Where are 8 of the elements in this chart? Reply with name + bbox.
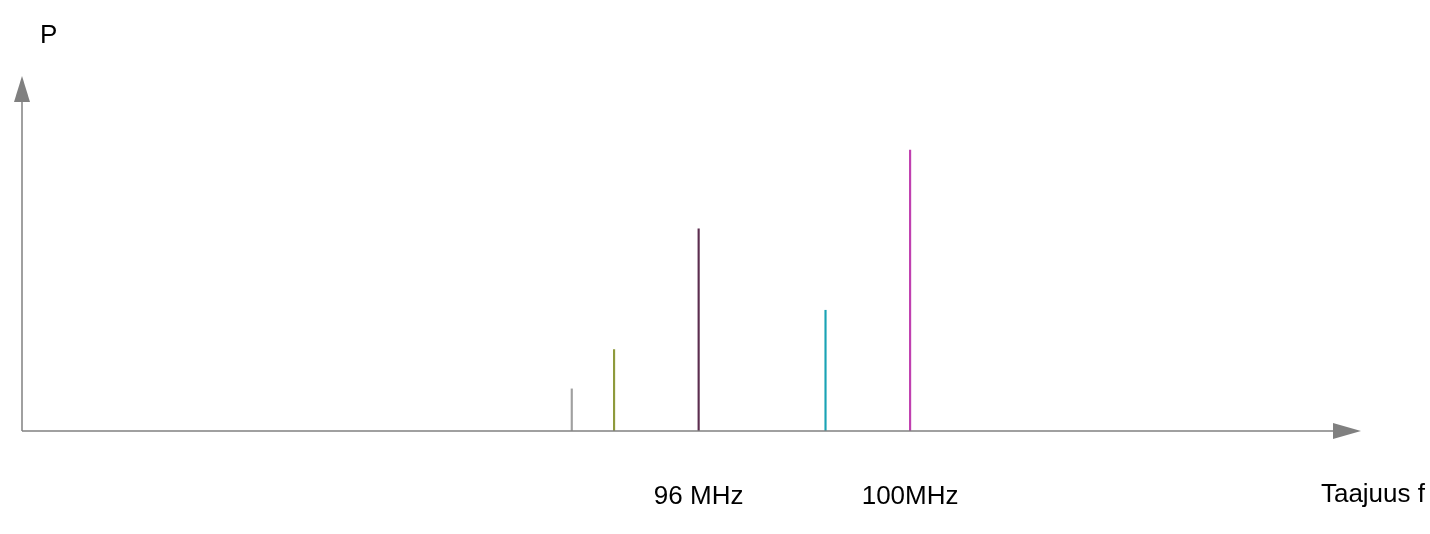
bar bbox=[909, 149, 912, 431]
bar bbox=[824, 309, 827, 431]
x-tick-label: 100MHz bbox=[861, 479, 959, 510]
x-axis-title: Taajuus f bbox=[1320, 478, 1426, 509]
x-tick-label: 96 MHz bbox=[653, 479, 744, 510]
bar bbox=[697, 228, 700, 431]
y-axis-title: P bbox=[40, 19, 58, 50]
bar bbox=[612, 349, 616, 431]
